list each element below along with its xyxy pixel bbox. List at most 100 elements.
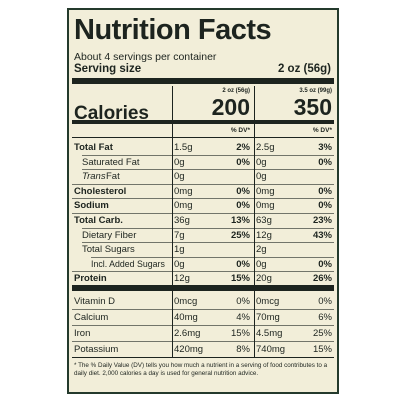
vitamin-name: Calcium	[74, 312, 109, 323]
amount: 0g	[256, 258, 267, 270]
row-rule	[72, 213, 334, 214]
thick-rule	[72, 78, 334, 84]
daily-value: 0%	[318, 156, 332, 168]
amount: 2g	[256, 244, 267, 256]
column-divider	[172, 86, 173, 357]
vitamin-name: Vitamin D	[74, 296, 116, 307]
amount: 0mg	[256, 200, 275, 212]
vitamin-name: Potassium	[74, 344, 119, 355]
dv-header: % DV*	[230, 127, 250, 134]
column-size: 2 oz (56g)	[222, 88, 250, 94]
nutrient-name: Sodium	[74, 200, 109, 212]
daily-value: 0%	[318, 258, 332, 270]
daily-value: 8%	[236, 344, 250, 355]
footnote: * The % Daily Value (DV) tells you how m…	[74, 362, 328, 377]
serving-size: 2 oz (56g)	[277, 63, 331, 75]
daily-value: 26%	[312, 273, 332, 285]
nutrient-name: Saturated Fat	[82, 156, 140, 168]
amount: 40mg	[174, 312, 198, 323]
amount: 7g	[174, 229, 185, 241]
amount: 2.6mg	[174, 328, 201, 339]
daily-value: 0%	[318, 185, 332, 197]
row-rule	[72, 183, 334, 185]
servings: About 4 servings per container	[74, 51, 217, 63]
amount: 63g	[256, 215, 272, 226]
amount: 20g	[256, 273, 272, 285]
amount: 0g	[256, 156, 267, 168]
daily-value: 0%	[318, 296, 332, 307]
amount: 0g	[174, 156, 185, 168]
daily-value: 15%	[230, 328, 250, 339]
nutrient-name: Protein	[74, 273, 107, 285]
amount: 0g	[174, 258, 185, 270]
thick-rule	[72, 285, 334, 291]
row-rule	[82, 227, 334, 229]
column-calories: 350	[293, 94, 332, 120]
daily-value: 13%	[230, 215, 250, 226]
row-rule	[72, 309, 334, 310]
daily-value: 6%	[318, 312, 332, 323]
amount: 12g	[174, 273, 190, 285]
row-rule	[72, 271, 334, 273]
amount: 2.5g	[256, 142, 275, 153]
daily-value: 2%	[236, 142, 250, 153]
daily-value: 43%	[312, 229, 332, 241]
title: Nutrition Facts	[74, 14, 272, 46]
amount: 0g	[256, 171, 267, 183]
amount: 70mg	[256, 312, 280, 323]
daily-value: 0%	[236, 156, 250, 168]
amount: 36g	[174, 215, 190, 226]
row-rule	[91, 256, 334, 258]
row-rule	[82, 169, 334, 171]
daily-value: 0%	[318, 200, 332, 212]
nutrient-name: Incl. Added Sugars	[91, 258, 165, 269]
amount: 420mg	[174, 344, 204, 355]
nutrient-name: Cholesterol	[74, 185, 127, 197]
row-rule	[72, 198, 334, 200]
daily-value: 25%	[230, 229, 250, 241]
daily-value: 0%	[236, 258, 250, 270]
calories-label: Calories	[74, 103, 149, 124]
thick-rule	[72, 120, 334, 124]
amount: 0mg	[256, 185, 275, 197]
row-rule	[72, 341, 334, 342]
daily-value: 23%	[312, 215, 332, 226]
nutrient-name-prefix: Trans	[82, 171, 106, 183]
nutrient-name: Total Carb.	[74, 215, 123, 226]
row-rule	[82, 154, 334, 156]
amount: 0g	[174, 171, 185, 183]
column-size: 3.5 oz (99g)	[299, 88, 332, 94]
amount: 0mg	[174, 185, 193, 197]
amount: 4.5mg	[256, 328, 283, 339]
serving-size-label: Serving size	[74, 63, 142, 75]
daily-value: 15%	[230, 273, 250, 285]
nutrition-label: Nutrition Facts About 4 servings per con…	[67, 8, 339, 394]
amount: 1.5g	[174, 142, 193, 153]
nutrient-name: Total Sugars	[82, 244, 135, 256]
daily-value: 25%	[312, 328, 332, 339]
daily-value: 3%	[318, 142, 332, 153]
nutrient-name: Total Fat	[74, 142, 113, 153]
rule	[72, 137, 334, 138]
amount: 740mg	[256, 344, 286, 355]
dv-header: % DV*	[312, 127, 332, 134]
row-rule	[72, 325, 334, 326]
rule	[72, 357, 334, 358]
daily-value: 4%	[236, 312, 250, 323]
daily-value: 0%	[236, 185, 250, 197]
daily-value: 0%	[236, 200, 250, 212]
nutrient-name: Dietary Fiber	[82, 229, 137, 241]
column-divider	[254, 86, 255, 357]
row-rule	[82, 242, 334, 244]
amount: 12g	[256, 229, 272, 241]
daily-value: 15%	[312, 344, 332, 355]
daily-value: 0%	[236, 296, 250, 307]
amount: 1g	[174, 244, 185, 256]
column-calories: 200	[211, 94, 250, 120]
nutrient-name: Fat	[106, 171, 120, 183]
amount: 0mcg	[256, 296, 280, 307]
vitamin-name: Iron	[74, 328, 91, 339]
amount: 0mg	[174, 200, 193, 212]
amount: 0mcg	[174, 296, 198, 307]
